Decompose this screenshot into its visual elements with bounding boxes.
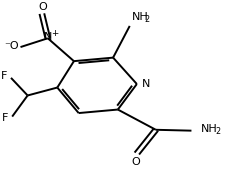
Text: 2: 2 [144,15,149,24]
Text: O: O [39,2,47,12]
Text: N: N [44,32,52,42]
Text: ⁻O: ⁻O [4,41,19,51]
Text: +: + [51,29,59,38]
Text: O: O [131,157,140,167]
Text: F: F [2,113,8,123]
Text: NH: NH [201,124,218,134]
Text: 2: 2 [215,127,220,136]
Text: F: F [1,71,7,81]
Text: NH: NH [132,12,149,22]
Text: N: N [142,79,150,89]
